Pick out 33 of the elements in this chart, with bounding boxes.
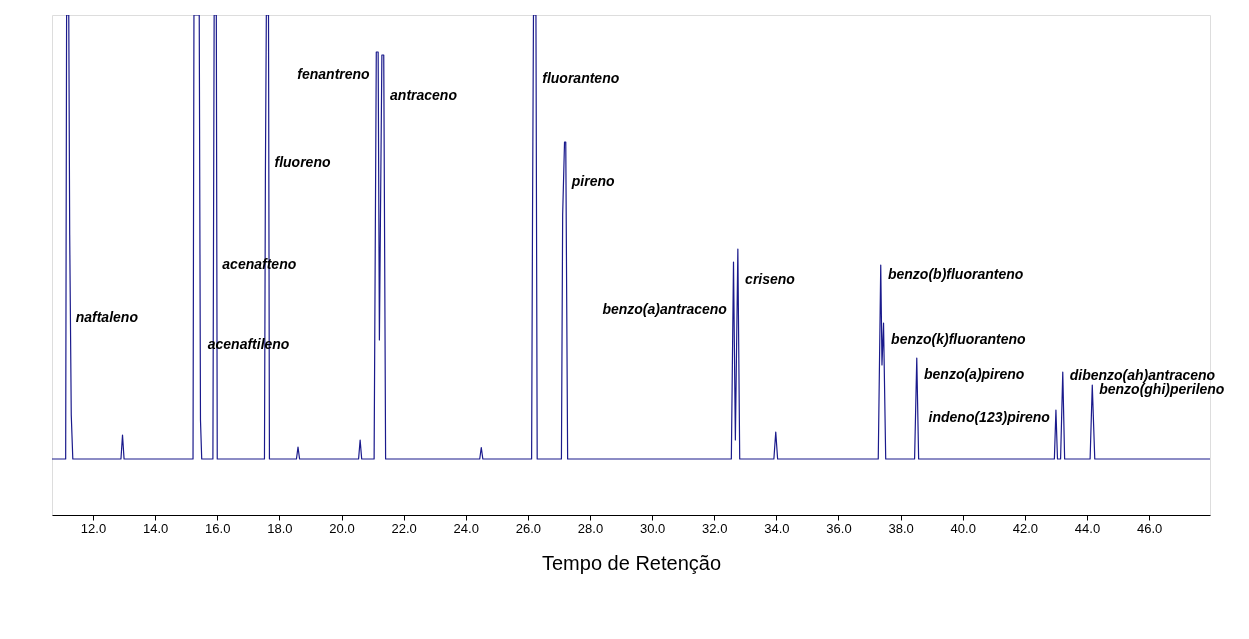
annotation: benzo(a)antraceno [602,301,728,317]
x-axis-title: Tempo de Retenção [541,551,722,574]
x-tick-label: 38.0 [888,520,914,536]
x-tick-label: 22.0 [391,520,417,536]
x-tick-label: 30.0 [639,520,666,536]
annotation: fluoreno [274,154,331,170]
annotation: fenantreno [297,66,371,82]
annotation: fluoranteno [542,70,620,86]
x-tick-label: 34.0 [764,520,790,536]
x-tick-label: 46.0 [1136,520,1163,536]
x-tick-label: 16.0 [205,520,231,536]
x-tick-label: 14.0 [142,520,169,536]
x-tick-label: 36.0 [826,520,852,536]
x-tick-label: 44.0 [1074,520,1101,536]
annotation: pireno [570,173,615,189]
annotation: naftaleno [75,309,139,325]
annotation: criseno [745,271,796,287]
annotation: benzo(k)fluoranteno [891,331,1027,347]
annotation: benzo(ghi)perileno [1099,381,1225,397]
x-tick-label: 28.0 [577,520,604,536]
x-tick-label: 26.0 [515,520,542,536]
x-tick-label: 40.0 [950,520,976,536]
x-tick-label: 12.0 [80,520,107,536]
annotation: indeno(123)pireno [928,409,1051,425]
annotation: benzo(a)pireno [924,366,1025,382]
x-tick-label: 20.0 [329,520,355,536]
annotation: dibenzo(ah)antraceno [1069,367,1216,383]
annotation: benzo(b)fluoranteno [887,266,1024,282]
x-tick-label: 32.0 [702,520,728,536]
x-tick-label: 24.0 [453,520,479,536]
x-tick-label: 42.0 [1012,520,1039,536]
x-tick-label: 18.0 [267,520,293,536]
annotation: antraceno [390,87,458,103]
